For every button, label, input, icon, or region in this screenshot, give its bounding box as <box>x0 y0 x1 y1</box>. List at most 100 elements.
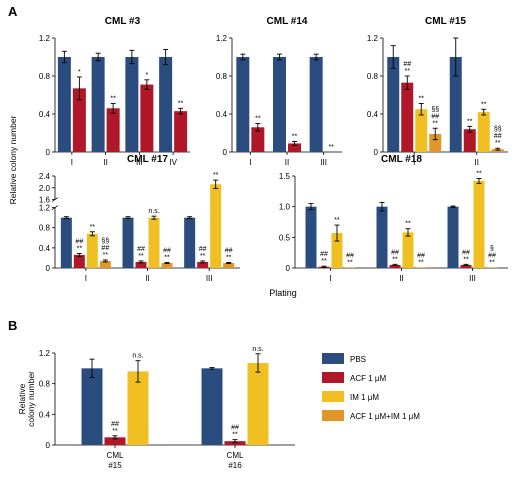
x-tick-label: #16 <box>228 461 242 470</box>
y-tick-label: 0.8 <box>39 72 51 81</box>
significance-label: ## <box>163 247 171 254</box>
bar <box>81 368 103 445</box>
significance-label: ** <box>200 253 206 260</box>
bar <box>447 206 459 268</box>
x-tick-label: III <box>320 158 327 167</box>
y-tick-label: 0 <box>223 148 228 157</box>
bar <box>236 57 250 152</box>
x-tick-label: IV <box>169 158 177 167</box>
bar <box>184 217 196 268</box>
significance-label: ## <box>320 251 328 258</box>
bar <box>288 143 301 152</box>
y-tick-label: 0 <box>374 148 379 157</box>
y-tick-label: 2.4 <box>39 172 51 181</box>
significance-label: ** <box>489 259 495 266</box>
y-tick-label: 1.2 <box>39 34 51 43</box>
bar <box>159 57 173 152</box>
bar <box>309 57 323 152</box>
significance-label: ## <box>101 245 109 252</box>
significance-label: ## <box>488 252 496 259</box>
bar <box>429 133 442 152</box>
significance-label: ** <box>418 259 424 266</box>
x-tick-label: I <box>71 158 73 167</box>
significance-label: ## <box>75 238 83 245</box>
significance-label: ## <box>391 249 399 256</box>
significance-label: ** <box>103 252 109 259</box>
bar <box>415 267 427 268</box>
y-axis-label: Relative <box>17 383 27 414</box>
significance-label: § <box>490 245 494 252</box>
significance-label: n.s. <box>148 208 159 215</box>
significance-label: ** <box>90 224 96 231</box>
significance-label: * <box>78 69 81 76</box>
y-tick-label: 1.2 <box>39 349 51 358</box>
bar <box>161 262 173 268</box>
significance-label: ** <box>138 253 144 260</box>
y-axis-label: colony number <box>26 371 36 427</box>
x-tick-label: II <box>399 274 403 283</box>
significance-label: ## <box>417 252 425 259</box>
bar <box>251 127 265 152</box>
y-tick-label: 0.4 <box>39 244 51 253</box>
x-tick-label: II <box>475 158 479 167</box>
chart-title: CML #15 <box>425 16 466 27</box>
legend-label: IM 1 μM <box>350 393 379 402</box>
bar <box>376 206 388 268</box>
y-tick-label: 0.5 <box>279 233 291 242</box>
x-tick-label: CML <box>107 451 124 460</box>
bar <box>99 260 111 268</box>
y-tick-label: 0.4 <box>216 110 228 119</box>
bar <box>127 371 149 445</box>
x-tick-label: II <box>285 158 289 167</box>
bar <box>73 254 85 268</box>
bar <box>91 57 105 152</box>
bar <box>197 261 209 268</box>
x-tick-label: I <box>329 274 331 283</box>
y-tick-label: 0.8 <box>39 380 51 389</box>
y-tick-label: 0.4 <box>39 110 51 119</box>
bar <box>331 233 343 268</box>
bar <box>201 368 223 445</box>
bar <box>247 362 269 445</box>
bar <box>174 111 188 152</box>
significance-label: §§ <box>431 106 439 113</box>
bar <box>106 108 120 152</box>
bar <box>148 217 160 268</box>
significance-label: ## <box>231 425 239 432</box>
bar <box>473 180 485 268</box>
x-tick-label: III <box>136 158 143 167</box>
y-tick-label: 0.8 <box>216 72 228 81</box>
significance-label: ** <box>77 245 83 252</box>
significance-label: ** <box>178 100 184 107</box>
bar <box>125 57 139 152</box>
y-tick-label: 1.2 <box>216 34 228 43</box>
significance-label: ** <box>232 432 238 439</box>
bar <box>449 57 462 152</box>
y-tick-label: 1.0 <box>279 203 291 212</box>
legend-label: ACF 1 μM+IM 1 μM <box>350 412 420 421</box>
significance-label: ** <box>226 254 232 261</box>
significance-label: ** <box>392 256 398 263</box>
significance-label: ** <box>321 258 327 265</box>
bar <box>104 437 126 445</box>
legend-swatch <box>322 391 344 402</box>
bar <box>122 217 134 268</box>
bar <box>57 57 71 152</box>
x-tick-label: III <box>206 274 213 283</box>
legend-swatch <box>322 410 344 421</box>
significance-label: ** <box>433 120 439 127</box>
chart-title: CML #17 <box>127 154 168 165</box>
panel-a-xlabel: Plating <box>269 288 297 298</box>
y-tick-label: 0 <box>46 264 51 273</box>
chart-title: CML #14 <box>267 16 308 27</box>
chart-panelB: 00.40.81.2CML#15**##n.s.CML#16**##n.s.Re… <box>17 346 295 470</box>
significance-label: ## <box>137 246 145 253</box>
bar <box>140 84 154 152</box>
significance-label: ** <box>328 144 334 151</box>
bar <box>60 217 72 268</box>
bar <box>401 82 414 152</box>
y-tick-label: 0.8 <box>39 224 51 233</box>
